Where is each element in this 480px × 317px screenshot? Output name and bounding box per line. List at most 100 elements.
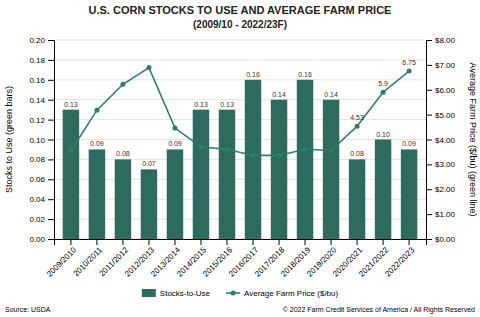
y2-tick-label: $6.00 [435, 86, 456, 95]
y-tick-label: 0.06 [29, 175, 45, 184]
y-tick-label: 0.02 [29, 215, 45, 224]
marker [251, 153, 256, 158]
line-label: 6.75 [402, 59, 416, 66]
x-tick-mark [253, 239, 254, 245]
y2-tick-mark [426, 90, 432, 91]
y2-axis-line [427, 41, 433, 240]
y2-tick: $2.00 [426, 185, 456, 194]
marker [68, 148, 73, 153]
y-tick-label: 0.16 [29, 76, 45, 85]
y-tick-mark [48, 219, 54, 220]
bar [63, 110, 79, 239]
copyright: © 2022 Farm Credit Services of America /… [283, 306, 475, 314]
y-tick: 0.12 [29, 116, 54, 125]
bar-label: 0.09 [168, 140, 182, 147]
grid-line [54, 119, 426, 120]
legend-label: Stocks-to-Use [160, 289, 211, 298]
bar-label: 0.09 [402, 140, 416, 147]
bar-label: 0.09 [90, 140, 104, 147]
y-tick-label: 0.10 [29, 136, 45, 145]
line-label: 4.53 [350, 114, 364, 121]
marker [146, 65, 151, 70]
y2-tick-mark [426, 65, 432, 66]
x-tick-mark [305, 239, 306, 245]
x-axis-line [55, 240, 427, 246]
bar [323, 100, 339, 239]
bar-label: 0.13 [64, 101, 78, 108]
y-tick-label: 0.20 [29, 36, 45, 45]
marker [198, 144, 203, 149]
y2-tick: $5.00 [426, 111, 456, 120]
x-tick-mark [279, 239, 280, 245]
marker [277, 153, 282, 158]
bar [89, 149, 105, 239]
marks [63, 65, 418, 239]
bar-label: 0.08 [116, 150, 130, 157]
grid-line [54, 219, 426, 220]
x-tick-mark [96, 239, 97, 245]
y-tick-label: 0.18 [29, 56, 45, 65]
x-tick-mark [409, 239, 410, 245]
y-tick: 0.18 [29, 56, 54, 65]
y2-tick: $8.00 [426, 36, 456, 45]
bar-label: 0.16 [298, 71, 312, 78]
y2-tick-mark [426, 40, 432, 41]
y2-axis: $0.00$1.00$2.00$3.00$4.00$5.00$6.00$7.00… [426, 36, 456, 244]
marker [381, 90, 386, 95]
x-tick-mark [70, 239, 71, 245]
grid-line [54, 79, 426, 80]
y-tick-mark [48, 199, 54, 200]
y2-tick: $3.00 [426, 160, 456, 169]
y-tick: 0.08 [29, 155, 54, 164]
bar-label: 0.10 [376, 131, 390, 138]
y2-tick-mark [426, 189, 432, 190]
x-tick-mark [331, 239, 332, 245]
data-labels: 0.130.090.080.070.090.130.130.160.140.16… [64, 59, 416, 167]
legend-swatch [142, 289, 156, 297]
marker [303, 147, 308, 152]
bar [349, 159, 365, 239]
bar-label: 0.16 [246, 71, 260, 78]
grid-line [54, 199, 426, 200]
y2-tick-mark [426, 164, 432, 165]
chart: U.S. CORN STOCKS TO USE AND AVERAGE FARM… [0, 0, 480, 317]
y2-tick-label: $1.00 [435, 210, 456, 219]
legend-label: Average Farm Price ($/bu) [244, 289, 338, 298]
marker [355, 124, 360, 129]
y2-tick-label: $3.00 [435, 160, 456, 169]
bar [193, 110, 209, 239]
marker [224, 147, 229, 152]
y-tick-mark [48, 60, 54, 61]
x-tick-mark [174, 239, 175, 245]
bar-label: 0.13 [220, 101, 234, 108]
y-tick-mark [48, 239, 54, 240]
y2-tick: $6.00 [426, 86, 456, 95]
y-tick-mark [48, 40, 54, 41]
bar [141, 169, 157, 239]
y-tick-mark [48, 179, 54, 180]
y-tick-mark [48, 140, 54, 141]
y2-tick: $4.00 [426, 136, 456, 145]
grid-line [54, 99, 426, 100]
y-axis-title: Stocks to Use (green bars) [4, 86, 14, 193]
y2-axis-title: Average Farm Price ($/bu) (green line) [468, 63, 478, 217]
y-tick: 0.16 [29, 76, 54, 85]
bar-label: 0.14 [324, 91, 338, 98]
marker [94, 108, 99, 113]
y-tick: 0.06 [29, 175, 54, 184]
grid-line [54, 139, 426, 140]
x-tick-mark [122, 239, 123, 245]
x-tick-mark [226, 239, 227, 245]
y-tick-label: 0.14 [29, 96, 45, 105]
y2-tick: $1.00 [426, 210, 456, 219]
y-tick-mark [48, 159, 54, 160]
bar [375, 140, 391, 240]
legend-item: Stocks-to-Use [142, 289, 211, 298]
y2-tick-label: $4.00 [435, 136, 456, 145]
y-tick: 0.20 [29, 36, 54, 45]
y-tick: 0.14 [29, 96, 54, 105]
y2-tick: $0.00 [426, 235, 456, 244]
y-tick: 0.10 [29, 136, 54, 145]
y2-tick-label: $5.00 [435, 111, 456, 120]
x-tick-label: 2022/2023 [383, 245, 416, 278]
